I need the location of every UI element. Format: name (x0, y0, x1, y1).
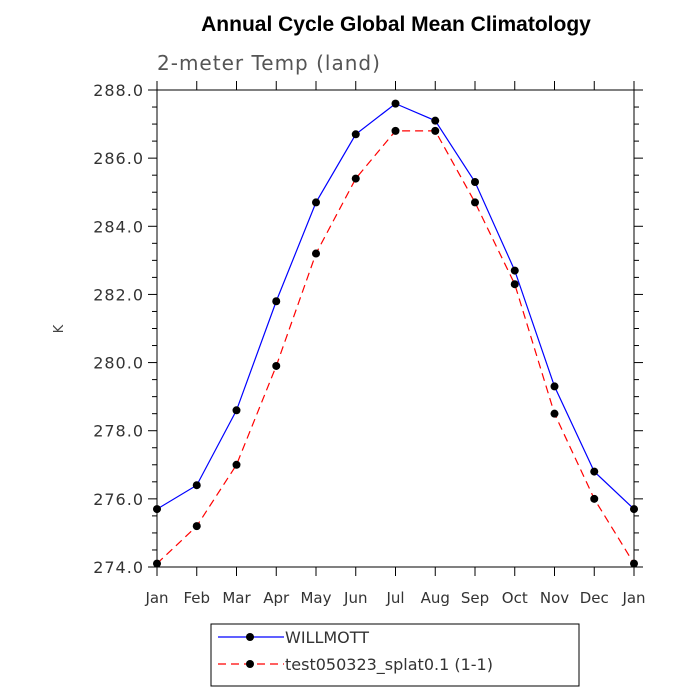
plot-frame (156, 89, 635, 568)
x-tick-label: Jan (621, 589, 645, 607)
legend-marker-test (246, 660, 254, 668)
x-tick-labels: Jan Feb Mar Apr May Jun Jul Aug Sep Oct Nov Dec Jan (144, 589, 645, 607)
y-tick-label: 286.0 (93, 149, 144, 168)
series-0-point (590, 467, 599, 476)
series-0-point (192, 481, 201, 490)
series-1-point (471, 198, 479, 207)
x-tick-label: Jan (144, 589, 168, 607)
legend-label-test: test050323_splat0.1 (1-1) (285, 655, 493, 675)
y-axis-label: K (52, 324, 67, 333)
x-tick-label: Nov (540, 589, 569, 607)
y-tick-label: 282.0 (93, 285, 144, 304)
series-0-point (312, 198, 320, 207)
series-1-point (510, 280, 519, 289)
x-tick-label: Apr (263, 589, 290, 607)
series-1-point (590, 494, 599, 503)
series-0-point (391, 99, 400, 108)
y-tick-label: 280.0 (93, 354, 144, 373)
series-1-point (192, 522, 201, 531)
series-1-point (431, 126, 440, 135)
series-1-point (351, 174, 360, 183)
legend-marker-willmott (246, 633, 254, 641)
series-1-point (630, 559, 638, 568)
legend: WILLMOTT test050323_splat0.1 (1-1) (210, 623, 580, 687)
legend-label-willmott: WILLMOTT (285, 628, 369, 647)
series-0-point (232, 406, 241, 415)
x-tick-label: Oct (502, 589, 528, 607)
series-0-point (351, 130, 360, 139)
y-tick-label: 274.0 (93, 558, 144, 577)
x-tick-label: Jun (343, 589, 367, 607)
chart-subtitle: 2-meter Temp (land) (157, 51, 381, 75)
series-0-point (550, 382, 559, 391)
series-line-0 (156, 102, 635, 510)
y-tick-label: 276.0 (93, 490, 144, 509)
series-1-point (272, 361, 281, 370)
series-0-point (153, 505, 161, 514)
series-1-point (391, 126, 400, 135)
series-line-1 (156, 130, 635, 565)
y-tick-label: 288.0 (93, 81, 144, 100)
x-tick-label: Dec (580, 589, 609, 607)
legend-box (210, 623, 580, 687)
series-layer (153, 99, 638, 568)
series-0-point (272, 297, 281, 306)
series-1-point (232, 460, 241, 469)
x-tick-label: Feb (183, 589, 210, 607)
x-tick-label: Aug (421, 589, 450, 607)
series-0-point (471, 177, 479, 186)
axis-ticks (148, 81, 643, 576)
chart-title: Annual Cycle Global Mean Climatology (201, 13, 591, 36)
y-tick-label: 284.0 (93, 217, 144, 236)
y-tick-label: 278.0 (93, 422, 144, 441)
x-tick-label: May (300, 589, 331, 607)
y-tick-labels: 274.0 276.0 278.0 280.0 282.0 284.0 286.0 288.0 (93, 81, 144, 577)
x-tick-label: Jul (385, 589, 404, 607)
series-0-point (510, 266, 519, 275)
x-tick-label: Mar (222, 589, 251, 607)
series-1-point (153, 559, 161, 568)
series-0-point (630, 505, 638, 514)
series-1-point (312, 249, 320, 258)
x-tick-label: Sep (461, 589, 489, 607)
series-1-point (550, 409, 559, 418)
series-0-point (431, 116, 440, 125)
